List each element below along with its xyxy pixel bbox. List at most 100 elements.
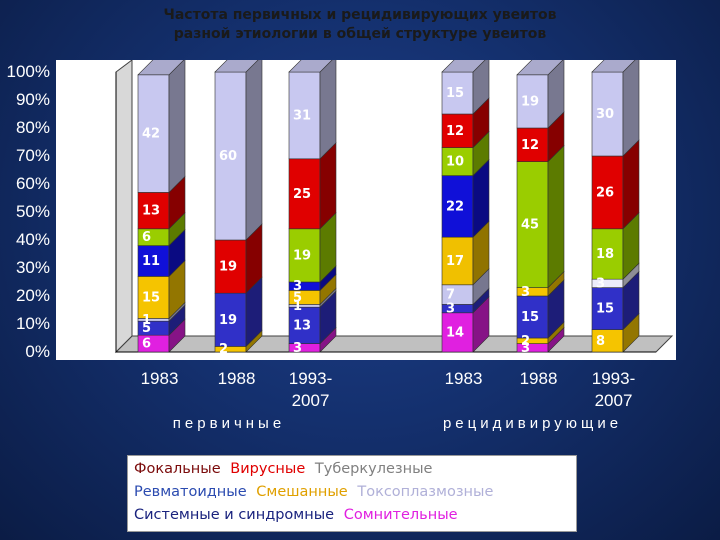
chart-floor (114, 335, 674, 353)
bar-value-label: 1 (142, 313, 151, 328)
bar-value-label: 30 (596, 107, 614, 122)
legend-item: Смешанные (256, 484, 348, 500)
bar-segment (214, 292, 247, 347)
bar-value-label: 11 (142, 254, 160, 269)
bar-top (441, 60, 486, 73)
bar-value-label: 12 (521, 138, 539, 153)
bar-value-label: 19 (219, 313, 237, 328)
bar-value-label: 15 (521, 310, 539, 325)
bar-value-label: 25 (293, 187, 311, 202)
bar-value-label: 2 (219, 342, 228, 357)
y-tick-label: 50% (15, 202, 50, 221)
y-tick-label: 90% (15, 90, 50, 109)
group-label: рецидивирующие (442, 415, 623, 432)
bar-segment (137, 245, 170, 277)
y-tick-label: 40% (15, 230, 50, 249)
bar-value-label: 3 (293, 341, 302, 356)
bar-segment (441, 147, 474, 176)
x-tick-label: 1983 (140, 369, 179, 388)
bar-value-label: 3 (521, 285, 530, 300)
bar-segment-side (168, 60, 186, 194)
x-tick-label: 1993- 2007 (591, 369, 636, 410)
bar-value-label: 2 (521, 334, 530, 349)
bar-value-label: 19 (293, 248, 311, 263)
bar-top (288, 60, 333, 73)
x-tick-label: 1993- 2007 (288, 369, 333, 410)
bar-segment (591, 71, 624, 157)
y-tick-label: 30% (15, 258, 50, 277)
bar-value-label: 18 (596, 247, 614, 262)
bar-value-label: 3 (521, 341, 530, 356)
y-tick-label: 80% (15, 118, 50, 137)
bar-top (516, 60, 564, 76)
bar-segment-side (319, 60, 337, 160)
bar-value-label: 19 (219, 260, 237, 275)
bar-value-label: 45 (521, 218, 539, 233)
bar-value-label: 15 (446, 86, 464, 101)
bar-value-label: 7 (446, 288, 455, 303)
bar-value-label: 3 (596, 276, 605, 291)
bar-value-label: 60 (219, 149, 237, 164)
chart-side-wall (115, 60, 133, 354)
bar-value-label: 5 (142, 321, 151, 336)
x-tick-label: 1988 (519, 369, 558, 388)
bar-segment (214, 71, 247, 241)
bar-segment (288, 158, 321, 230)
bar-value-label: 42 (142, 127, 160, 142)
y-tick-label: 60% (15, 174, 50, 193)
bar-value-label: 13 (293, 318, 311, 333)
y-tick-label: 100% (6, 62, 50, 81)
bar-top (214, 60, 259, 73)
bar-segment (516, 74, 549, 129)
bar-top (591, 60, 636, 73)
legend-row-1: Фокальные Вирусные Туберкулезные (134, 461, 437, 477)
bar-value-label: 26 (596, 185, 614, 200)
bar-segment-side (622, 60, 640, 157)
bar-segment (288, 306, 321, 344)
stacked-bar-chart: 6511511613422191960313153192531143717221… (114, 60, 674, 357)
x-tick-label: 1983 (444, 369, 483, 388)
bar-segment (441, 312, 474, 353)
legend-row-2: Ревматоидные Смешанные Токсоплазмозные (134, 484, 498, 500)
bar-value-label: 3 (293, 279, 302, 294)
legend-item: Системные и синдромные (134, 507, 335, 523)
legend: Фокальные Вирусные Туберкулезные Ревмато… (127, 455, 577, 532)
y-tick-label: 0% (25, 342, 50, 361)
legend-item: Ревматоидные (134, 484, 247, 500)
legend-row-3: Системные и синдромные Сомнительные (134, 507, 463, 523)
bar-value-label: 6 (142, 230, 151, 245)
legend-item: Токсоплазмозные (357, 484, 494, 500)
bar-top (137, 60, 185, 76)
bar-value-label: 6 (142, 337, 151, 352)
bar-segment (288, 228, 321, 283)
bar-value-label: 17 (446, 254, 464, 269)
chart-title-line-2: разной этиологии в общей структуре увеит… (173, 26, 547, 42)
bar-segment (214, 239, 247, 294)
bar-value-label: 31 (293, 108, 311, 123)
bar-segment (441, 175, 474, 238)
bar-segment-side (245, 60, 263, 241)
bar-segment (137, 276, 170, 319)
x-tick-label: 1988 (217, 369, 256, 388)
bar-segment (441, 236, 474, 286)
bar-segment (288, 71, 321, 160)
bar-value-label: 8 (596, 334, 605, 349)
group-label: первичные (172, 415, 286, 432)
bar-value-label: 1 (293, 299, 302, 314)
legend-item: Фокальные (134, 461, 221, 477)
chart-title-line-1: Частота первичных и рецидивирующих увеит… (163, 7, 557, 23)
legend-item: Вирусные (230, 461, 306, 477)
bar-value-label: 15 (596, 302, 614, 317)
bar-value-label: 15 (142, 290, 160, 305)
legend-item: Сомнительные (343, 507, 458, 523)
y-tick-label: 10% (15, 314, 50, 333)
bar-value-label: 22 (446, 199, 464, 214)
y-tick-label: 70% (15, 146, 50, 165)
bar-value-label: 14 (446, 325, 464, 340)
y-tick-label: 20% (15, 286, 50, 305)
bar-value-label: 12 (446, 124, 464, 139)
bar-value-label: 19 (521, 94, 539, 109)
legend-item: Туберкулезные (314, 461, 433, 477)
bar-value-label: 3 (446, 302, 455, 317)
bar-segment-side (547, 144, 565, 289)
